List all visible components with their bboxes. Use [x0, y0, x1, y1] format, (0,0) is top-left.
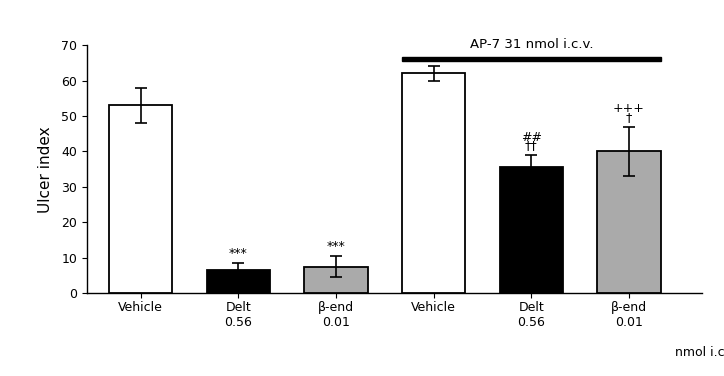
Text: ##: ##	[521, 131, 542, 144]
Bar	[500, 167, 563, 293]
Text: ***: ***	[327, 240, 345, 253]
Text: nmol i.c.v.: nmol i.c.v.	[675, 346, 724, 359]
Bar	[402, 73, 466, 293]
Text: †: †	[626, 111, 632, 124]
Bar	[304, 267, 368, 293]
Text: AP-7 31 nmol i.c.v.: AP-7 31 nmol i.c.v.	[470, 38, 593, 51]
Bar	[402, 57, 661, 61]
Y-axis label: Ulcer index: Ulcer index	[38, 126, 53, 212]
Bar	[206, 270, 270, 293]
Text: +++: +++	[613, 102, 645, 115]
Text: ***: ***	[229, 247, 248, 260]
Text: ††: ††	[525, 139, 538, 152]
Bar	[597, 152, 661, 293]
Bar	[109, 105, 172, 293]
